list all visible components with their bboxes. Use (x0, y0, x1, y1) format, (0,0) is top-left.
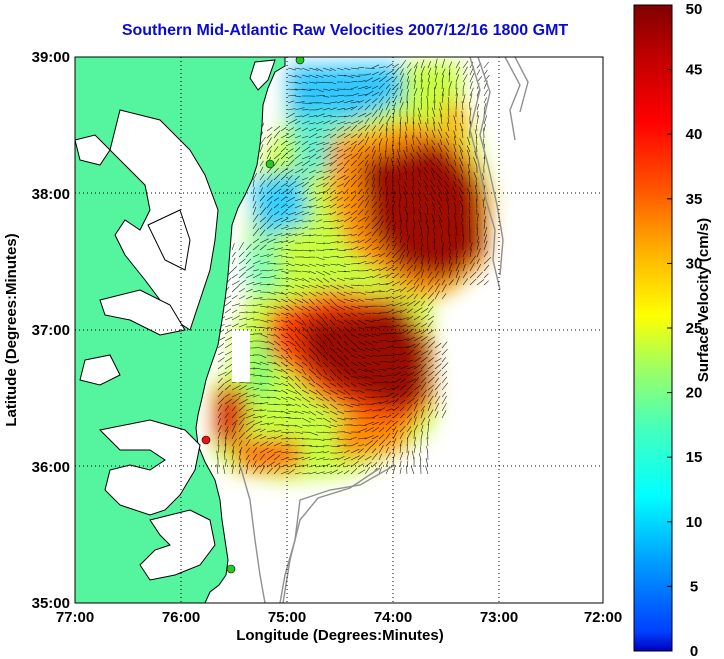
y-tick-label: 35:00 (32, 595, 70, 612)
station-marker (226, 564, 236, 574)
colorbar-tick-label: 10 (686, 514, 703, 531)
y-tick-label: 38:00 (32, 186, 70, 203)
x-tick-label: 74:00 (374, 609, 412, 626)
x-axis-label: Longitude (Degrees:Minutes) (236, 627, 444, 644)
x-tick-label: 73:00 (480, 609, 518, 626)
station-marker (295, 57, 305, 65)
x-tick-label: 75:00 (268, 609, 306, 626)
map-title: Southern Mid-Atlantic Raw Velocities 200… (121, 22, 569, 39)
colorbar-tick-label: 35 (686, 191, 703, 208)
colorbar-label: Surface Velocity (cm/s) (695, 218, 712, 382)
x-tick-label: 76:00 (162, 609, 200, 626)
colorbar-tick-label: 5 (690, 578, 698, 595)
colorbar-tick-label: 15 (686, 449, 703, 466)
y-axis: 39:00 38:00 37:00 36:00 35:00 Latitude (… (3, 49, 70, 612)
colorbar-tick-label: 20 (686, 385, 703, 402)
colorbar-tick-label: 25 (686, 320, 703, 337)
x-tick-label: 72:00 (584, 609, 622, 626)
colorbar-tick-label: 40 (686, 126, 703, 143)
station-marker (201, 435, 211, 445)
velocity-arrows (216, 58, 492, 475)
colorbar-tick-label: 30 (686, 255, 703, 272)
x-axis: 77:00 76:00 75:00 74:00 73:00 72:00 Long… (56, 609, 622, 644)
y-tick-label: 39:00 (32, 49, 70, 66)
graticule (75, 57, 603, 603)
x-tick-label: 77:00 (56, 609, 94, 626)
colorbar-tick-label: 45 (686, 62, 703, 79)
station-marker (265, 159, 275, 169)
velocity-field (212, 58, 492, 480)
y-axis-label: Latitude (Degrees:Minutes) (3, 233, 20, 426)
colorbar-gradient (633, 4, 673, 652)
plot-frame (74, 56, 604, 604)
y-tick-label: 36:00 (32, 459, 70, 476)
y-tick-label: 37:00 (32, 322, 70, 339)
colorbar-tick-label: 50 (686, 1, 703, 18)
bathymetry-contours (239, 57, 529, 603)
colorbar-tick-label: 0 (690, 643, 698, 659)
